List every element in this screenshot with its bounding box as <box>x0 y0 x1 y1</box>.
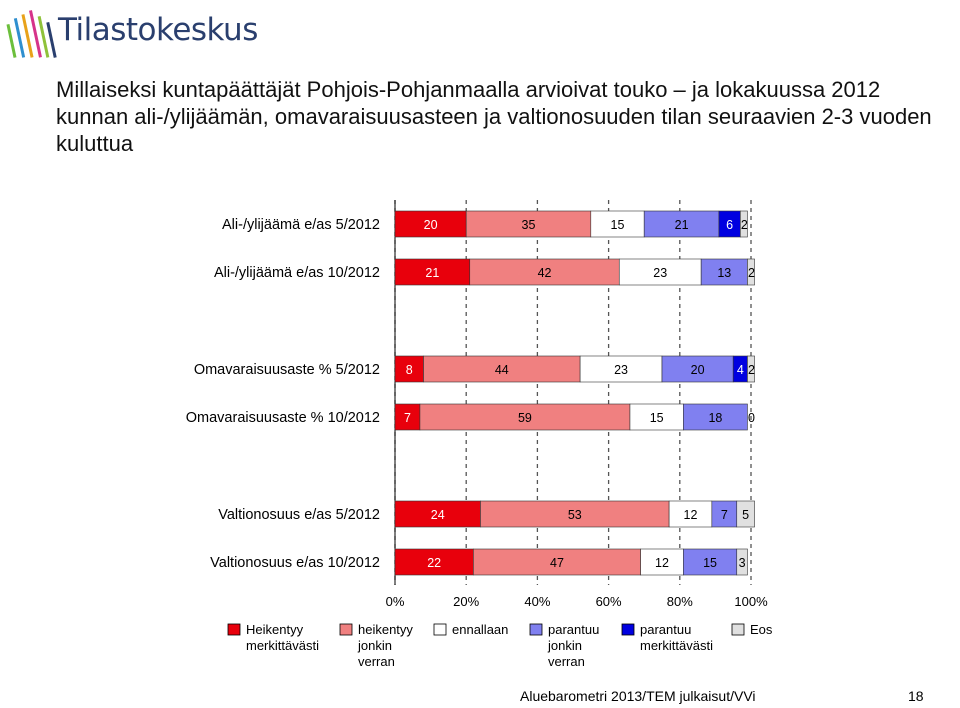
bar-segment <box>579 355 663 383</box>
bar-segment <box>480 500 670 528</box>
bar-segment <box>618 258 702 286</box>
x-tick-label: 20% <box>453 594 479 609</box>
data-label: 20 <box>424 218 438 232</box>
data-label: 44 <box>495 363 509 377</box>
bar-segment <box>740 210 748 238</box>
bar-segment <box>394 210 467 238</box>
data-label: 23 <box>614 363 628 377</box>
data-label: 12 <box>684 508 698 522</box>
x-tick-label: 0% <box>386 594 405 609</box>
bar-segment <box>423 355 581 383</box>
legend-label: parantuu merkittävästi <box>640 622 713 653</box>
data-label: 35 <box>522 218 536 232</box>
bar-segment <box>394 355 424 383</box>
bar-segment <box>736 500 755 528</box>
data-label: 59 <box>518 411 532 425</box>
data-label: 15 <box>611 218 625 232</box>
chart-title: Millaiseksi kuntapäättäjät Pohjois-Pohja… <box>56 77 932 156</box>
data-label: 21 <box>675 218 689 232</box>
x-tick-label: 80% <box>667 594 693 609</box>
category-label: Valtionosuus e/as 5/2012 <box>218 507 380 523</box>
data-label: 7 <box>404 411 411 425</box>
bar-segment <box>629 403 684 431</box>
data-label: 6 <box>726 218 733 232</box>
legend-label: ennallaan <box>452 622 508 637</box>
legend-label: Heikentyy merkittävästi <box>246 622 319 653</box>
bar-segment <box>747 258 755 286</box>
x-tick-label: 100% <box>734 594 768 609</box>
legend-label: Eos <box>750 622 773 637</box>
data-label: 2 <box>741 218 748 232</box>
x-tick-label: 60% <box>596 594 622 609</box>
data-label: 3 <box>739 556 746 570</box>
category-label: Ali-/ylijäämä e/as 5/2012 <box>222 217 380 233</box>
data-label: 20 <box>691 363 705 377</box>
bar-segment <box>700 258 748 286</box>
legend-swatch <box>339 623 353 636</box>
data-label: 15 <box>703 556 717 570</box>
data-label: 5 <box>742 508 749 522</box>
bar-segment <box>419 403 631 431</box>
logo-bars-icon <box>6 10 57 58</box>
bar-segment <box>473 548 641 576</box>
bar-segment <box>465 210 592 238</box>
data-label: 8 <box>406 363 413 377</box>
category-label: Omavaraisuusaste % 5/2012 <box>194 362 380 378</box>
data-label: 53 <box>568 508 582 522</box>
bar-segment <box>394 403 421 431</box>
legend-swatch <box>731 623 745 636</box>
data-label: 4 <box>737 363 744 377</box>
data-label: 12 <box>655 556 669 570</box>
logo-text: Tilastokeskus <box>58 12 258 48</box>
category-label: Ali-/ylijäämä e/as 10/2012 <box>214 265 380 281</box>
data-label: 7 <box>721 508 728 522</box>
data-label: 42 <box>538 266 552 280</box>
footer-source: Aluebarometri 2013/TEM julkaisut/VVi <box>520 688 756 704</box>
legend-swatch <box>621 623 635 636</box>
bar-segment <box>643 210 720 238</box>
legend-label: parantuu jonkin verran <box>547 622 599 669</box>
page-number: 18 <box>908 688 924 704</box>
data-label: 23 <box>653 266 667 280</box>
data-label: 47 <box>550 556 564 570</box>
bar-segment <box>661 355 734 383</box>
bar-segment <box>469 258 620 286</box>
x-tick-label: 40% <box>524 594 550 609</box>
bar-segment <box>668 500 713 528</box>
bar-segment <box>736 548 748 576</box>
bar-segment <box>683 403 748 431</box>
legend-swatch <box>433 623 447 636</box>
category-label: Valtionosuus e/as 10/2012 <box>210 555 380 571</box>
bar-segment <box>747 355 755 383</box>
data-label: 13 <box>717 266 731 280</box>
bar-segment <box>711 500 738 528</box>
data-label: 0 <box>748 411 755 425</box>
legend-swatch <box>227 623 241 636</box>
bar-segment <box>394 500 481 528</box>
legend-swatch <box>529 623 543 636</box>
data-label: 22 <box>427 556 441 570</box>
data-label: 24 <box>431 508 445 522</box>
data-label: 15 <box>650 411 664 425</box>
tilastokeskus-logo-icon <box>6 10 57 58</box>
category-label: Omavaraisuusaste % 10/2012 <box>186 410 380 426</box>
legend-label: heikentyy jonkin verran <box>357 622 413 669</box>
bar-segment <box>590 210 645 238</box>
data-label: 18 <box>708 411 722 425</box>
data-label: 21 <box>425 266 439 280</box>
data-label: 2 <box>748 363 755 377</box>
data-label: 2 <box>748 266 755 280</box>
